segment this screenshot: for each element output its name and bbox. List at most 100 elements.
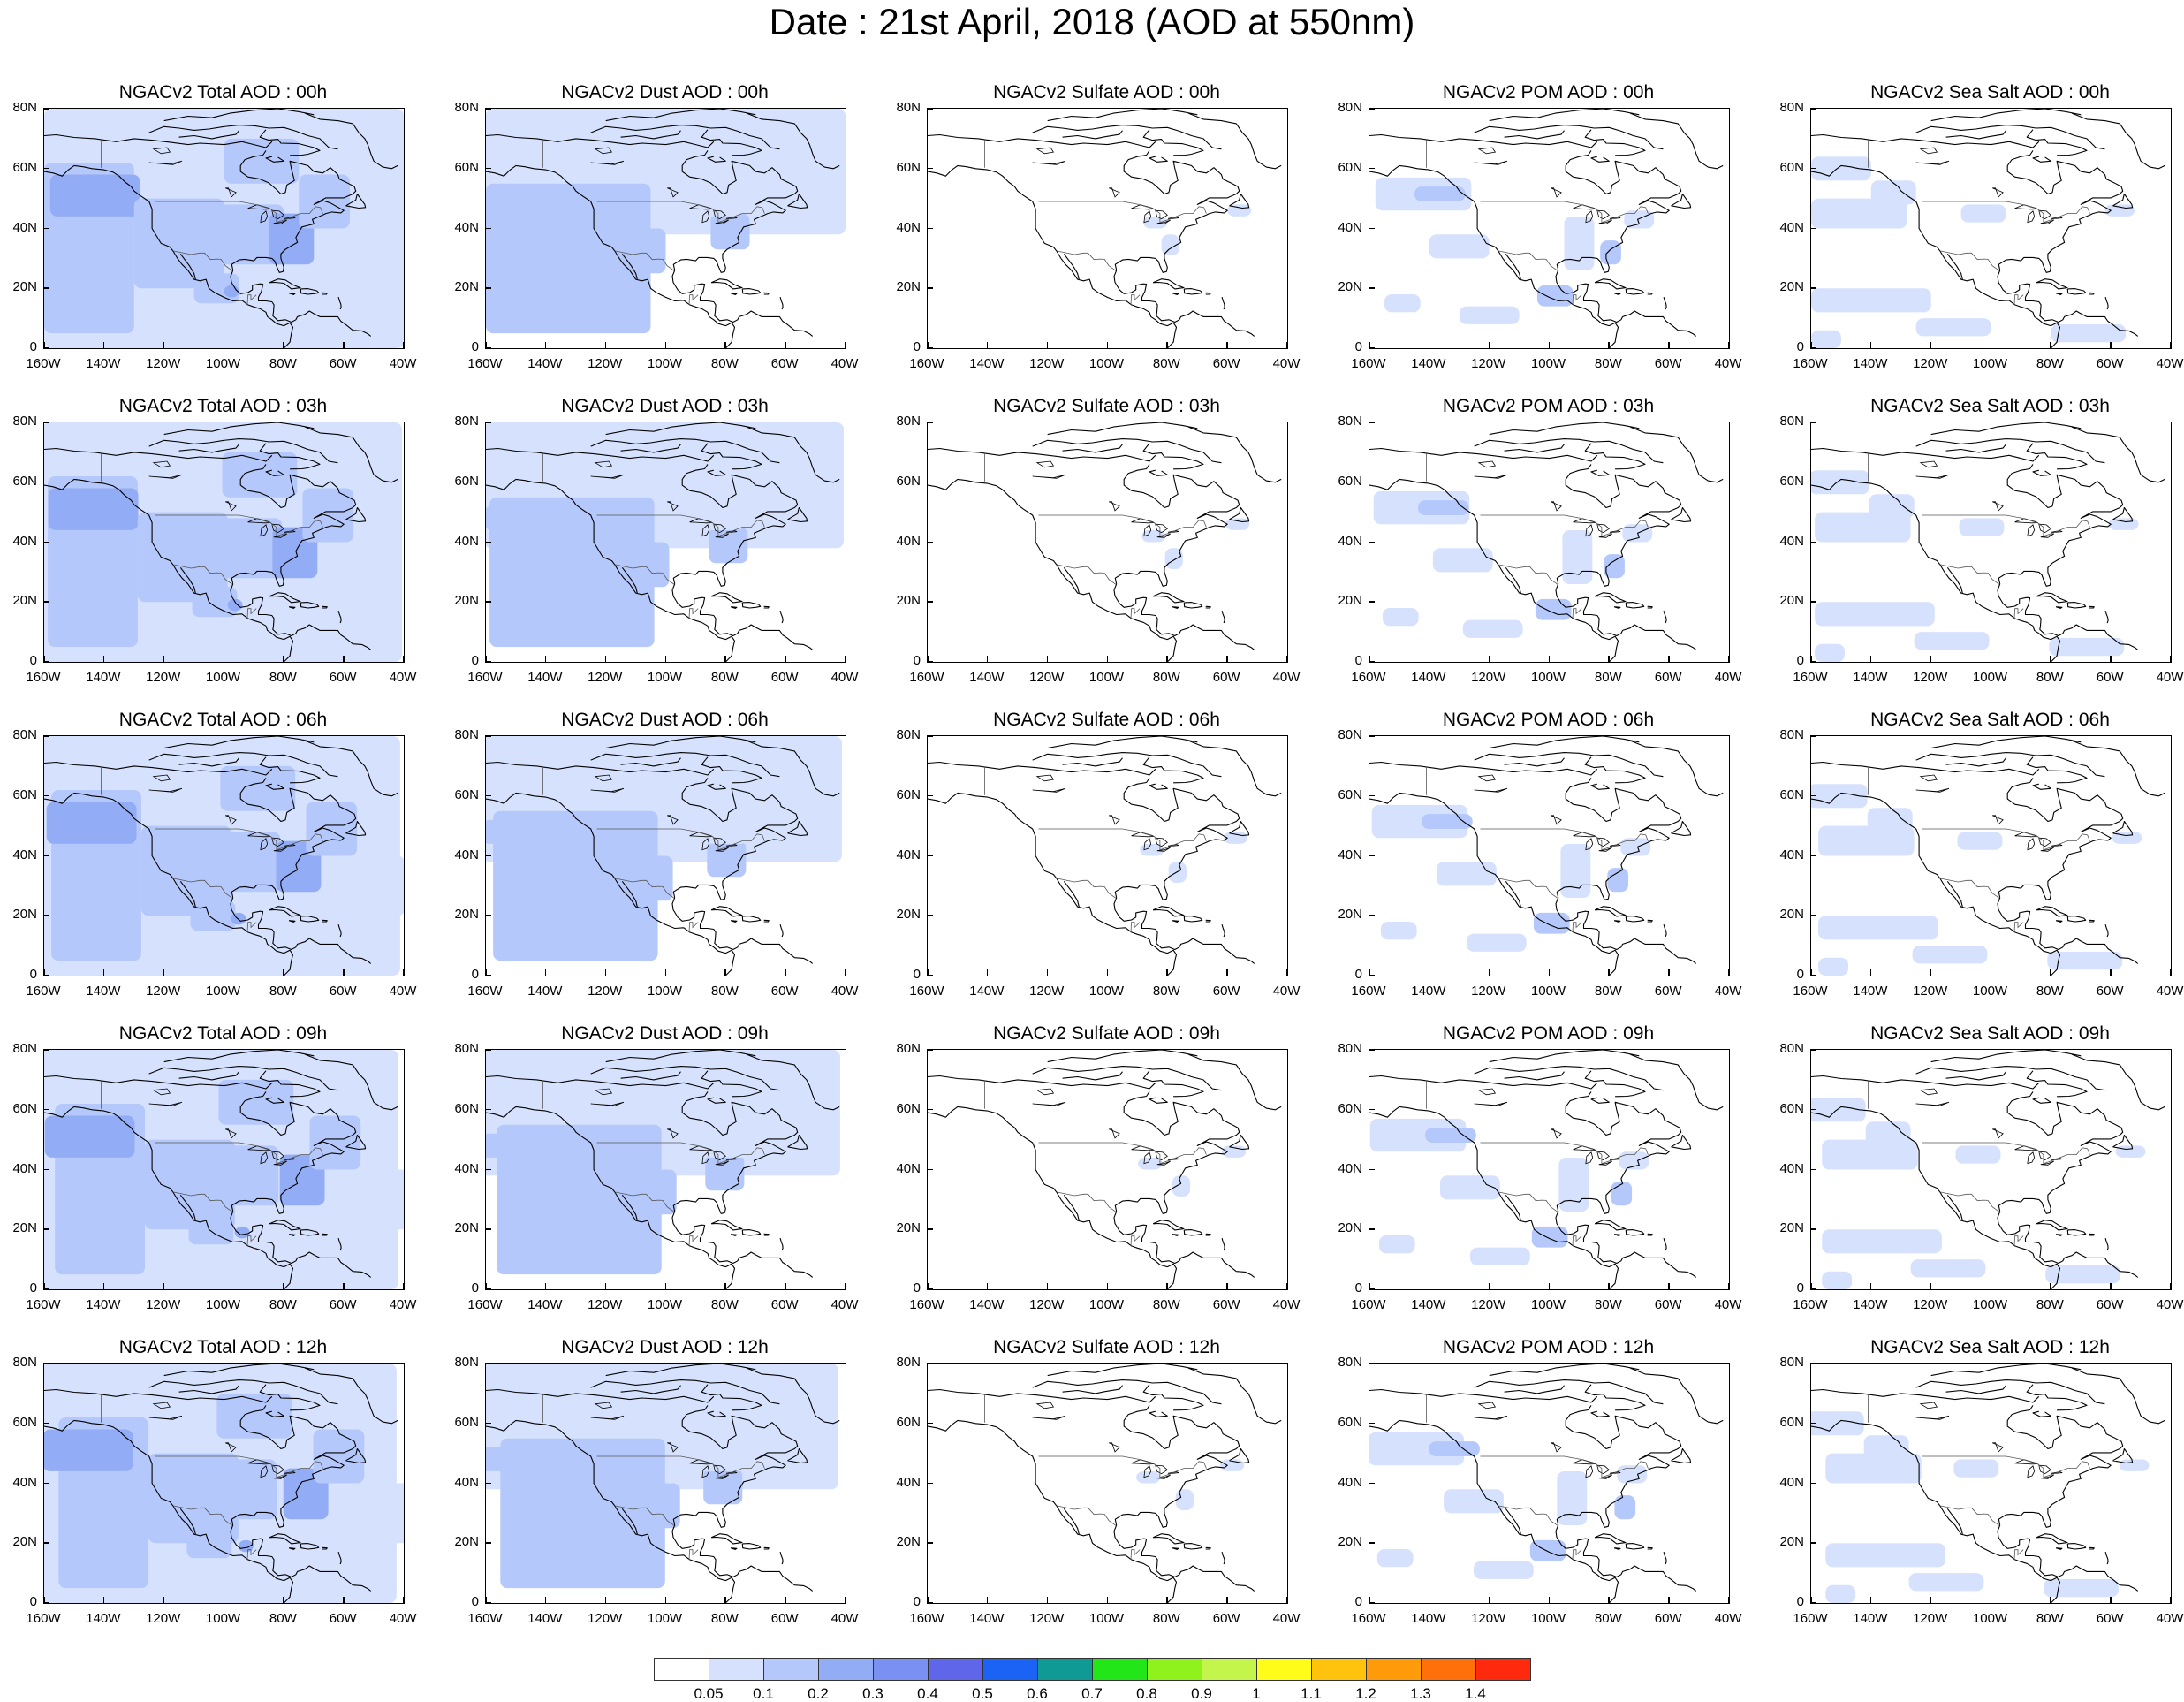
aod-field <box>510 1158 601 1265</box>
coastline <box>779 923 784 938</box>
panel-title: NGACv2 Sea Salt AOD : 00h <box>1870 82 2110 103</box>
aod-field <box>744 488 796 528</box>
latitude-label: 80N <box>1338 100 1362 115</box>
map-frame <box>43 735 405 976</box>
latitude-label: 20N <box>1338 1534 1362 1550</box>
aod-field <box>1444 1489 1504 1514</box>
latitude-tick <box>43 1108 49 1111</box>
panel-title: NGACv2 Total AOD : 09h <box>118 1023 328 1044</box>
latitude-tick <box>927 1049 933 1051</box>
aod-map <box>486 109 846 348</box>
latitude-label: 20N <box>896 1220 921 1236</box>
latitude-label: 40N <box>454 1474 479 1490</box>
longitude-label: 40W <box>1714 1297 1742 1312</box>
longitude-label: 60W <box>1212 356 1240 371</box>
latitude-label: 60N <box>12 1100 37 1116</box>
latitude-tick <box>1369 167 1375 170</box>
panel-title: NGACv2 Sea Salt AOD : 03h <box>1870 396 2110 416</box>
longitude-label: 80W <box>1152 1297 1180 1312</box>
coastline <box>707 783 726 790</box>
longitude-tick <box>664 656 666 662</box>
coastline <box>1647 1233 1653 1236</box>
longitude-label: 80W <box>269 984 297 999</box>
coastline <box>1584 756 1646 784</box>
latitude-tick <box>927 915 933 916</box>
longitude-tick <box>1608 1283 1610 1289</box>
longitude-tick <box>1428 1597 1430 1603</box>
longitude-label: 100W <box>647 1611 683 1626</box>
coastline <box>605 736 756 749</box>
longitude-tick <box>163 1597 165 1603</box>
coastline <box>1474 1379 1664 1405</box>
longitude-label: 60W <box>770 670 799 685</box>
coastline <box>2071 1367 2165 1425</box>
coastline <box>1149 783 1168 790</box>
coastline <box>1142 1384 1204 1411</box>
panel-title: NGACv2 POM AOD : 03h <box>1442 396 1655 416</box>
latitude-label: 20N <box>896 593 921 609</box>
colorbar-swatch <box>709 1658 764 1681</box>
colorbar-label: 1.3 <box>1410 1685 1431 1702</box>
coastline <box>701 756 762 784</box>
aod-field <box>1869 494 1915 519</box>
latitude-label: 60N <box>1338 473 1362 489</box>
longitude-tick <box>927 656 929 662</box>
latitude-tick <box>1369 794 1375 797</box>
coastline <box>1555 1524 1697 1592</box>
longitude-label: 80W <box>1152 984 1180 999</box>
latitude-label: 40N <box>1779 847 1804 862</box>
latitude-tick <box>43 1482 49 1484</box>
longitude-label: 100W <box>1972 670 2008 685</box>
latitude-label: 80N <box>1779 1355 1804 1370</box>
coastline <box>1946 566 1963 594</box>
map-frame <box>485 422 846 663</box>
longitude-tick <box>2170 1283 2172 1289</box>
lake-outline <box>1598 847 1612 852</box>
coastline <box>741 916 762 923</box>
latitude-label: 40N <box>1338 219 1362 235</box>
coastline <box>231 150 357 273</box>
lake-outline <box>1477 774 1497 782</box>
aod-field <box>231 912 246 925</box>
longitude-tick <box>544 1283 547 1289</box>
coastline <box>178 444 239 453</box>
latitude-tick <box>43 735 49 737</box>
coastline <box>707 1410 726 1417</box>
coastline <box>486 1388 715 1403</box>
coastline <box>44 447 273 462</box>
longitude-tick <box>102 656 105 662</box>
coastline <box>1149 1097 1168 1104</box>
coastline <box>269 592 301 604</box>
longitude-tick <box>163 1283 165 1289</box>
longitude-tick <box>1990 656 1991 662</box>
lake-outline <box>594 147 613 155</box>
longitude-tick <box>664 1597 666 1603</box>
coastline <box>2032 783 2051 790</box>
coastline <box>1671 820 1692 837</box>
map-frame <box>43 108 405 349</box>
aod-field <box>1380 922 1417 940</box>
coastline <box>2071 112 2165 170</box>
aod-field <box>205 832 281 893</box>
panel-title: NGACv2 Dust AOD : 03h <box>561 396 769 416</box>
coastline <box>1489 109 1640 122</box>
longitude-label: 160W <box>1793 1297 1828 1312</box>
longitude-label: 80W <box>1152 1611 1180 1626</box>
latitude-label: 80N <box>12 727 37 742</box>
coastline <box>2066 916 2087 923</box>
latitude-label: 60N <box>1779 473 1804 489</box>
panel-title: NGACv2 Total AOD : 03h <box>118 396 328 416</box>
longitude-tick <box>845 1597 846 1603</box>
country-border <box>1939 878 2000 899</box>
lake-outline <box>1992 815 2004 825</box>
country-border <box>1038 201 1207 224</box>
longitude-tick <box>1166 342 1168 348</box>
lake-outline <box>1477 460 1497 468</box>
coastline <box>337 610 342 624</box>
aod-field <box>1533 912 1570 934</box>
latitude-label: 40N <box>12 533 37 549</box>
coastline <box>620 444 681 453</box>
coastline <box>1062 757 1123 767</box>
longitude-label: 160W <box>26 984 61 999</box>
longitude-label: 40W <box>389 1611 417 1626</box>
